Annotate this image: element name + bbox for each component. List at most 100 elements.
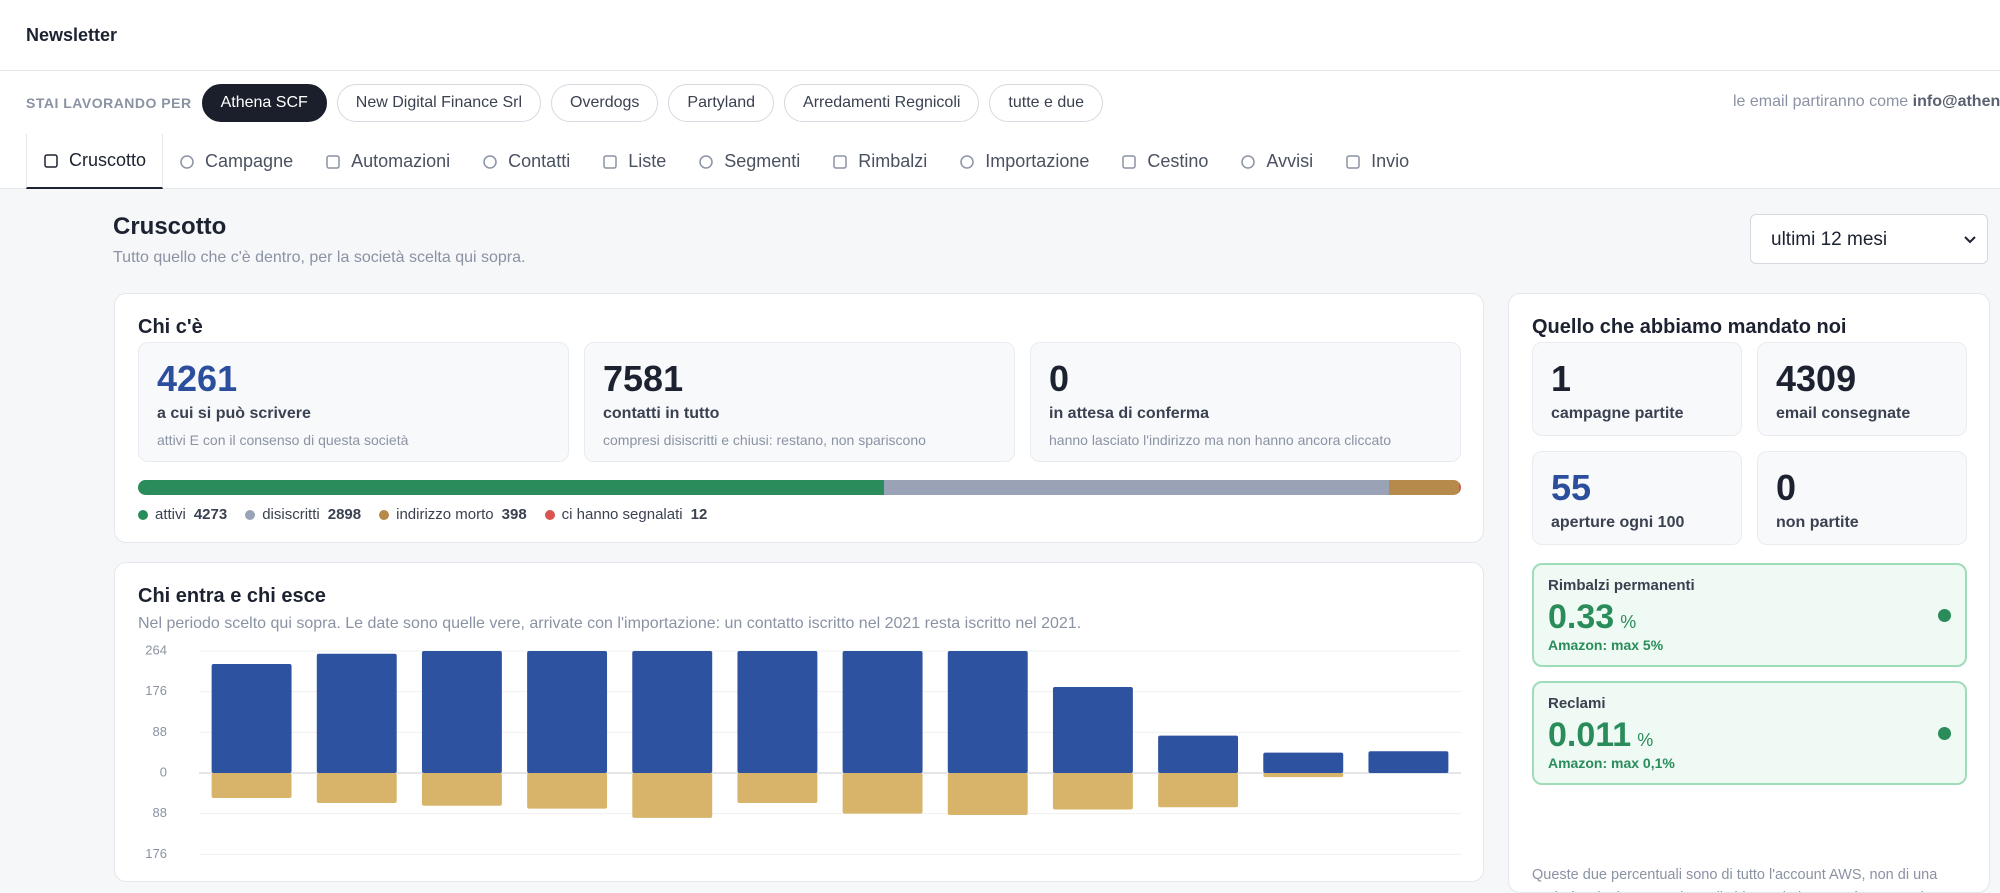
bar — [947, 773, 1028, 816]
bar — [316, 653, 397, 773]
company-pill[interactable]: Overdogs — [551, 83, 659, 122]
tab-icon — [699, 154, 713, 169]
stat-box: 7581 contatti in tutto compresi disiscritt… — [584, 342, 1015, 462]
icon-shape — [960, 154, 975, 169]
icon-shape — [1241, 154, 1256, 169]
stat-value: 55 — [1551, 467, 1592, 508]
y-tick-label: 264 — [145, 643, 167, 657]
bar — [737, 773, 818, 804]
tab[interactable]: Invio — [1329, 134, 1425, 189]
metric-value: 0.33 — [1548, 598, 1615, 636]
chevron — [1964, 236, 1976, 244]
sent-card: Quello che abbiamo mandato noi Queste du… — [1508, 293, 1990, 893]
legend-name: attivi — [155, 506, 186, 523]
stat-label: in attesa di conferma — [1049, 405, 1210, 422]
bar — [842, 773, 923, 814]
bar-segment — [883, 480, 1390, 495]
stat-label: a cui si può scrivere — [157, 405, 311, 422]
y-tick-label: 176 — [145, 683, 167, 698]
tab[interactable]: Importazione — [943, 134, 1105, 189]
tab[interactable]: Segmenti — [682, 134, 816, 189]
company-pill[interactable]: Athena SCF — [201, 83, 327, 122]
bar — [737, 651, 818, 773]
chart-title: Chi entra e chi esce — [138, 585, 326, 607]
tab[interactable]: Cestino — [1105, 134, 1224, 189]
icon-shape — [180, 154, 194, 169]
stat-value: 7581 — [603, 358, 684, 399]
tab-label: Avvisi — [1266, 151, 1314, 171]
stat-value: 0 — [1049, 358, 1070, 399]
tab-label: Rimbalzi — [858, 151, 928, 171]
period-value: ultimi 12 mesi — [1771, 229, 1888, 250]
tab[interactable]: Avvisi — [1224, 134, 1329, 189]
stat-label: campagne partite — [1551, 405, 1684, 422]
stat-note: attivi E con il consenso di questa socie… — [157, 432, 409, 448]
stat-box: 55 aperture ogni 100 — [1532, 451, 1742, 545]
bar — [947, 651, 1028, 773]
stat-label: email consegnate — [1776, 405, 1911, 422]
tab-label: Segmenti — [724, 151, 801, 171]
stat-box: 4261 a cui si può scrivere attivi E con il… — [138, 342, 569, 462]
y-tick-label: 88 — [153, 805, 167, 820]
legend-name: indirizzo morto — [396, 506, 494, 523]
icon-shape — [699, 154, 713, 169]
bar-segment — [138, 480, 884, 495]
tab-label: Campagne — [205, 151, 294, 171]
icon-shape — [1122, 154, 1137, 169]
legend-value: 4273 — [193, 506, 228, 523]
metric-unit: % — [1620, 612, 1637, 632]
stat-value: 1 — [1551, 358, 1572, 399]
legend-dot — [138, 509, 148, 520]
tab-icon — [1241, 154, 1256, 169]
company-pill[interactable]: Partyland — [668, 83, 775, 122]
stat-value: 0 — [1776, 467, 1797, 508]
icon-shape — [603, 154, 617, 169]
legend-item: disiscritti 2898 — [245, 506, 361, 523]
tab[interactable]: Cruscotto — [26, 134, 164, 189]
bar — [527, 651, 608, 773]
tab-icon — [1346, 154, 1360, 169]
tab-label: Automazioni — [351, 151, 451, 171]
tab[interactable]: Rimbalzi — [816, 134, 943, 189]
sender-prefix: le email partiranno come — [1733, 93, 1909, 110]
tab-label: Liste — [628, 151, 667, 171]
bar — [211, 663, 292, 773]
bar — [211, 773, 292, 798]
legend-item: indirizzo morto 398 — [379, 506, 527, 523]
icon-shape — [1346, 154, 1360, 169]
legend-item: ci hanno segnalati 12 — [544, 506, 707, 523]
tab[interactable]: Campagne — [163, 134, 309, 189]
metric-value-row: 0.33% — [1548, 598, 1951, 637]
header: Newsletter — [0, 0, 2000, 71]
tab-icon — [326, 154, 340, 169]
legend: attivi 4273 disiscritti 2898 indirizzo morto… — [138, 506, 725, 523]
bar — [1368, 751, 1449, 773]
note: Queste due percentuali sono di tutto l'a… — [1532, 867, 1957, 892]
legend-value: 2898 — [327, 506, 362, 523]
chart: 176 88 0 88 176 264 — [145, 643, 1461, 861]
tab[interactable]: Liste — [586, 134, 682, 189]
tabs: Cruscotto Campagne Automazioni Contatti List… — [0, 134, 2000, 189]
icon-shape — [326, 154, 340, 169]
stat-value: 4261 — [157, 358, 238, 399]
metric-box: Rimbalzi permanenti 0.33% Amazon: max 5% — [1532, 563, 1967, 667]
bar — [632, 651, 713, 773]
bar — [842, 651, 923, 773]
tab[interactable]: Contatti — [466, 134, 586, 189]
company-pill[interactable]: tutte e due — [989, 83, 1104, 122]
metric-limit: Amazon: max 0,1% — [1548, 755, 1675, 771]
company-pill[interactable]: Arredamenti Regnicoli — [784, 83, 980, 122]
status-dot — [1938, 727, 1951, 740]
bar — [1263, 773, 1344, 778]
company-label: STAI LAVORANDO PER — [26, 94, 192, 111]
period-select[interactable]: ultimi 12 mesi — [1750, 214, 1988, 264]
stat-note: compresi disiscritti e chiusi: restano, … — [603, 432, 926, 448]
tab[interactable]: Automazioni — [309, 134, 466, 189]
tab-icon — [1122, 154, 1137, 169]
chart-card: Chi entra e chi esce Nel periodo scelto … — [114, 562, 1484, 882]
tab-icon — [960, 154, 975, 169]
legend-name: ci hanno segnalati — [561, 506, 683, 523]
icon-shape — [483, 154, 497, 169]
company-pill[interactable]: New Digital Finance Srl — [336, 83, 542, 122]
